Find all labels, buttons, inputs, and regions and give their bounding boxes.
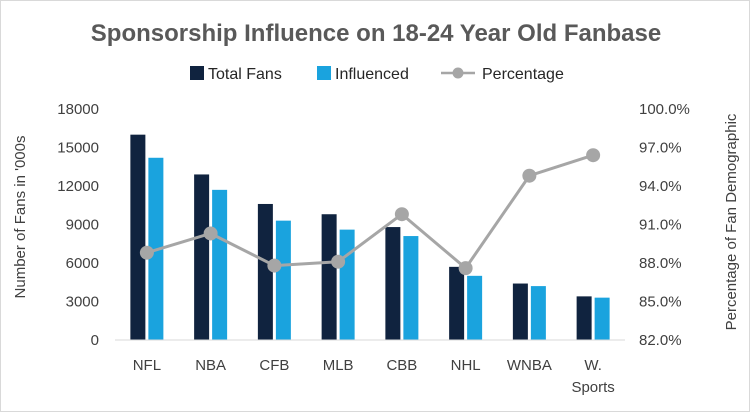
x-category-label: MLB	[323, 357, 354, 374]
point-percentage	[394, 207, 409, 222]
point-percentage	[139, 245, 154, 260]
y-left-tick-label: 15000	[57, 140, 99, 157]
point-percentage	[586, 148, 601, 163]
line-percentage	[146, 153, 594, 270]
point-percentage	[522, 168, 537, 183]
x-category-label: Sports	[571, 379, 614, 396]
bar-influenced	[403, 236, 419, 340]
y-left-axis-label: Number of Fans in '000s	[12, 136, 29, 299]
x-category-label: CBB	[386, 357, 417, 374]
y-left-tick-label: 3000	[66, 294, 99, 311]
bar-total-fans	[130, 134, 146, 340]
legend-label-influenced: Influenced	[335, 66, 409, 83]
x-category-label: NFL	[133, 357, 161, 374]
bar-total-fans	[512, 283, 528, 340]
y-left-tick-label: 18000	[57, 101, 99, 118]
bar-total-fans	[449, 266, 465, 340]
bar-influenced	[594, 297, 610, 340]
y-right-tick-label: 82.0%	[639, 332, 682, 349]
x-category-label: NBA	[195, 357, 226, 374]
point-percentage	[267, 258, 282, 273]
legend-swatch-influenced	[317, 66, 331, 80]
y-left-tick-label: 9000	[66, 217, 99, 234]
bar-influenced	[530, 286, 546, 340]
legend-marker-percentage	[452, 67, 464, 79]
y-right-axis-label: Percentage of Fan Demographic	[723, 113, 740, 330]
y-left-tick-label: 6000	[66, 255, 99, 272]
category-labels: NFL NBA CFB MLB CBB NHL WNBA W. Sports	[133, 357, 615, 396]
y-right-tick-label: 94.0%	[639, 178, 682, 195]
x-category-label: W.	[584, 357, 602, 374]
point-percentage	[331, 254, 346, 269]
y-left-tick-label: 12000	[57, 178, 99, 195]
y-right-tick-label: 91.0%	[639, 217, 682, 234]
legend-swatch-total-fans	[190, 66, 204, 80]
point-percentage	[203, 226, 218, 241]
y-right-tick-label: 100.0%	[639, 101, 690, 118]
bar-total-fans	[257, 203, 273, 340]
chart-title: Sponsorship Influence on 18-24 Year Old …	[91, 20, 661, 47]
x-category-label: WNBA	[507, 357, 552, 374]
x-category-label: NHL	[451, 357, 481, 374]
y-right-tick-label: 85.0%	[639, 294, 682, 311]
bar-influenced	[339, 229, 355, 340]
bar-total-fans	[321, 214, 337, 340]
bar-total-fans	[194, 174, 210, 340]
bar-total-fans	[385, 227, 401, 340]
x-category-label: CFB	[259, 357, 289, 374]
bar-series	[130, 134, 610, 340]
left-axis-ticks: 0 3000 6000 9000 12000 15000 18000	[57, 101, 99, 349]
bar-influenced	[467, 275, 483, 340]
legend: Total Fans Influenced Percentage	[190, 66, 564, 83]
right-axis-ticks: 82.0% 85.0% 88.0% 91.0% 94.0% 97.0% 100.0%	[639, 101, 690, 349]
legend-label-total-fans: Total Fans	[208, 66, 282, 83]
bar-influenced	[275, 220, 291, 340]
y-left-tick-label: 0	[91, 332, 99, 349]
y-right-tick-label: 97.0%	[639, 140, 682, 157]
line-series-percentage	[139, 148, 601, 276]
y-right-tick-label: 88.0%	[639, 255, 682, 272]
bar-total-fans	[576, 296, 592, 340]
legend-label-percentage: Percentage	[482, 66, 564, 83]
point-percentage	[458, 261, 473, 276]
bar-influenced	[212, 189, 228, 340]
